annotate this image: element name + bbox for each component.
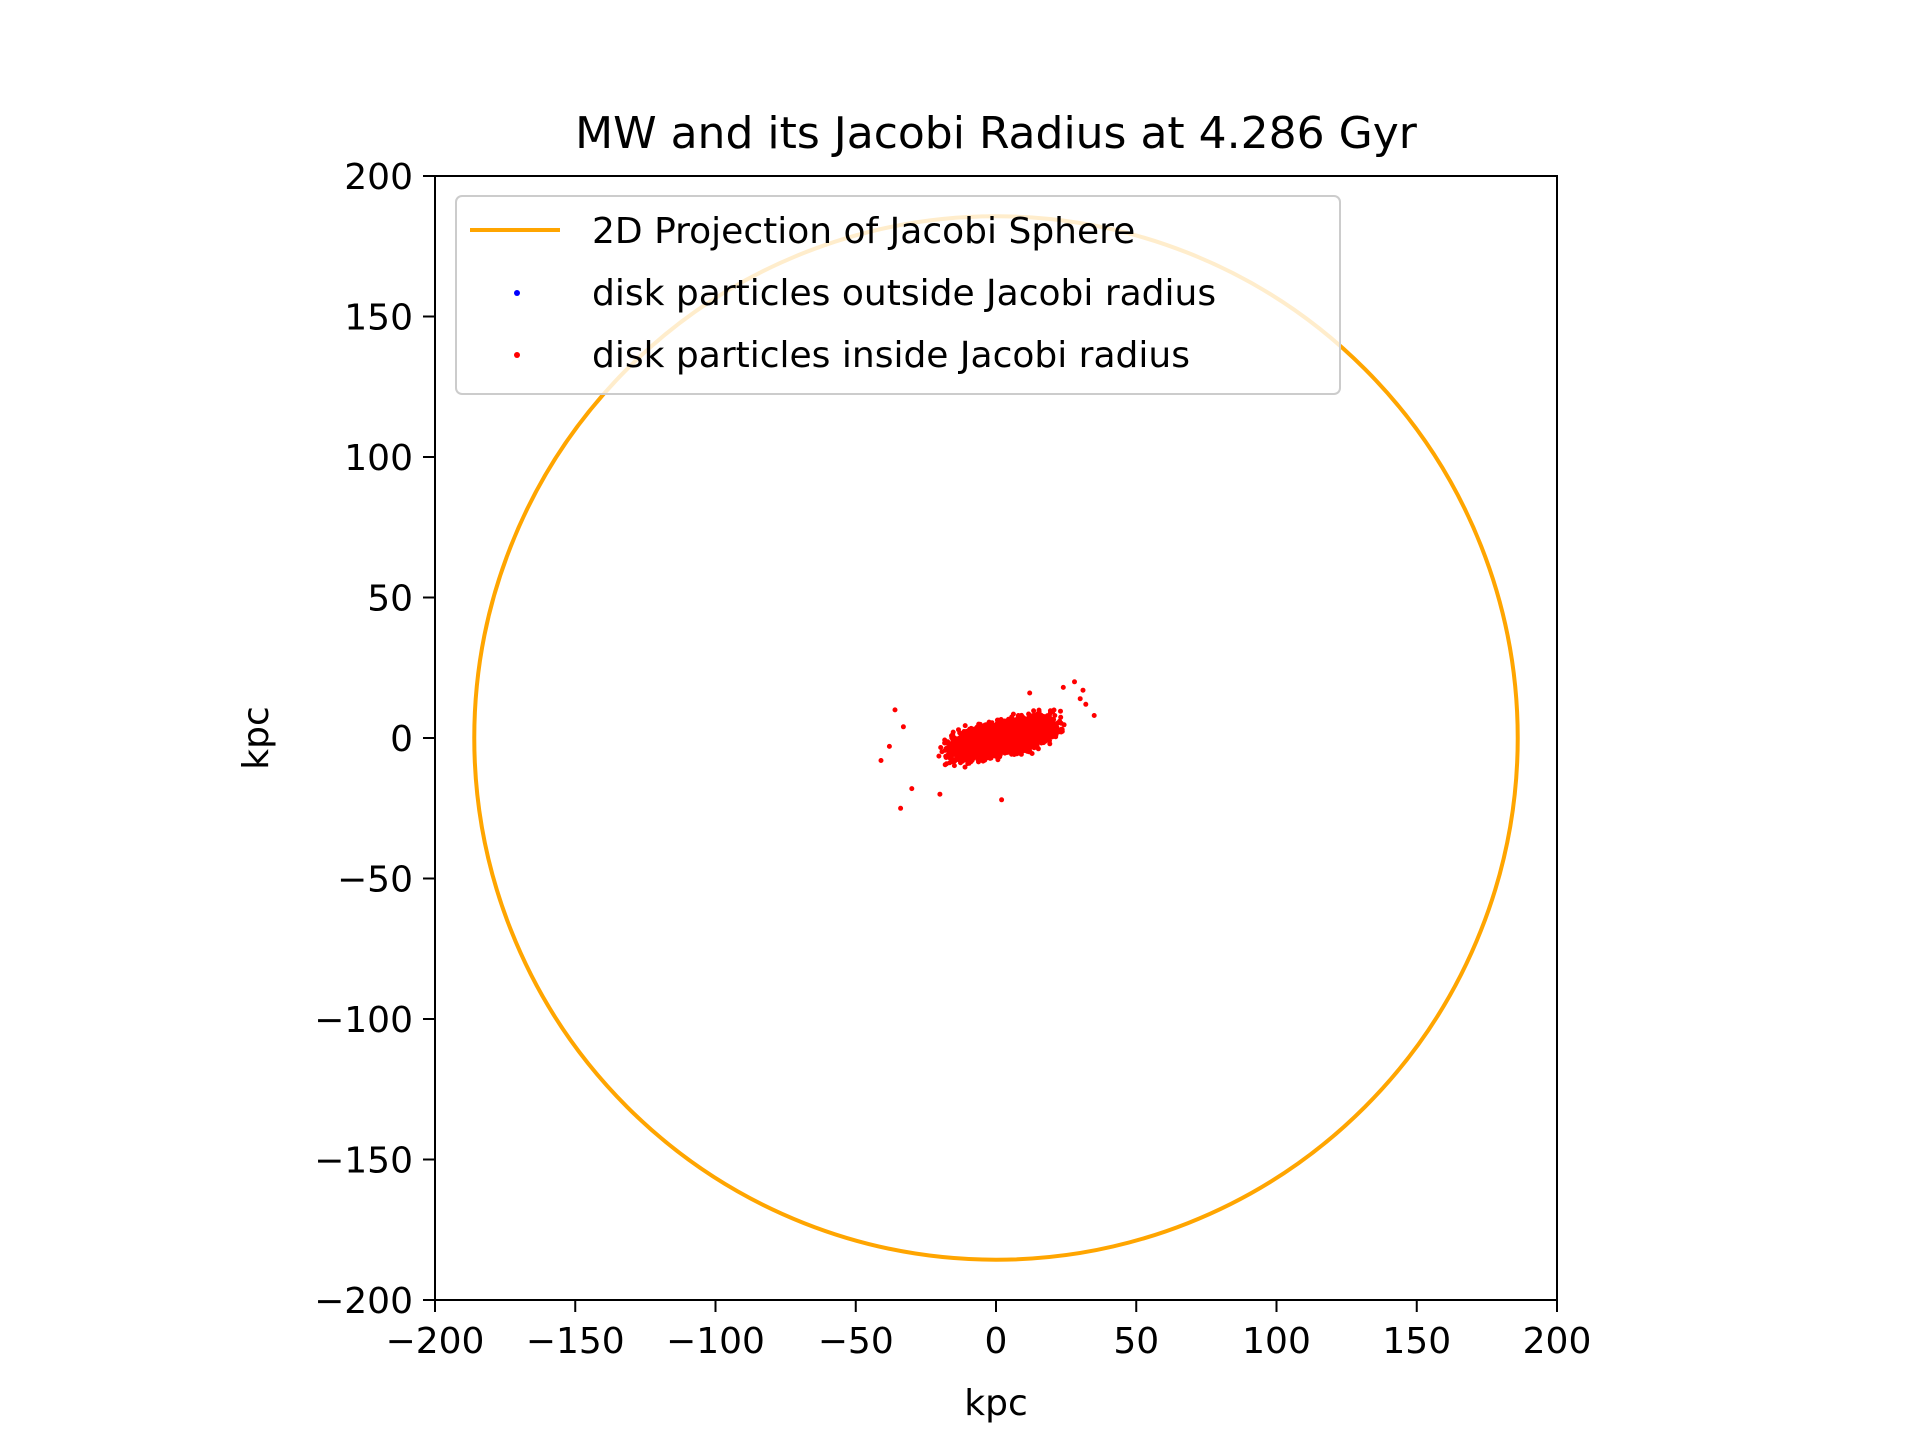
y-tick-label: 200 [344, 157, 413, 198]
x-tick-label: 200 [1523, 1321, 1592, 1362]
y-tick-label: −100 [314, 1000, 413, 1041]
y-axis-label: kpc [236, 706, 277, 770]
x-axis-ticks: −200 −150 −100 −50 0 50 100 150 200 [386, 1300, 1592, 1362]
inside-jacobi-particles [878, 679, 1097, 811]
x-tick-label: 50 [1113, 1321, 1159, 1362]
y-tick-label: 100 [344, 438, 413, 479]
y-axis-ticks: −200 −150 −100 −50 0 50 100 150 200 [314, 157, 435, 1322]
legend-marker-inside [514, 352, 520, 358]
legend-marker-outside [514, 290, 520, 296]
x-tick-label: −100 [666, 1321, 765, 1362]
chart-title: MW and its Jacobi Radius at 4.286 Gyr [575, 108, 1418, 159]
y-tick-label: 150 [344, 298, 413, 339]
y-tick-label: −200 [314, 1281, 413, 1322]
x-tick-label: −50 [818, 1321, 894, 1362]
legend-label-outside: disk particles outside Jacobi radius [592, 273, 1216, 314]
legend: 2D Projection of Jacobi Sphere disk part… [455, 195, 1341, 395]
x-tick-label: 0 [985, 1321, 1008, 1362]
x-tick-label: −200 [386, 1321, 485, 1362]
legend-label-jacobi: 2D Projection of Jacobi Sphere [592, 211, 1135, 252]
x-axis-label: kpc [964, 1383, 1028, 1424]
x-tick-label: 150 [1382, 1321, 1451, 1362]
x-tick-label: 100 [1242, 1321, 1311, 1362]
inside-particle-points [878, 679, 1097, 811]
y-tick-label: −150 [314, 1141, 413, 1182]
legend-label-inside: disk particles inside Jacobi radius [592, 335, 1190, 376]
y-tick-label: −50 [337, 860, 413, 901]
y-tick-label: 0 [390, 719, 413, 760]
y-tick-label: 50 [367, 579, 413, 620]
x-tick-label: −150 [526, 1321, 625, 1362]
legend-box [455, 195, 1341, 395]
